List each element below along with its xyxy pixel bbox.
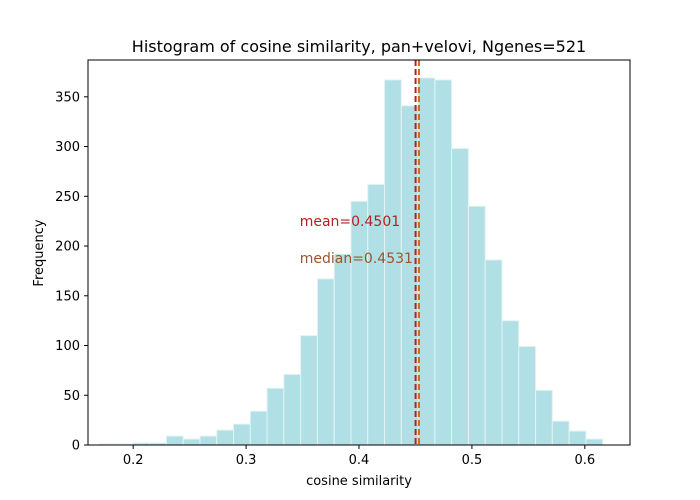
histogram-bar: [551, 420, 570, 446]
y-tick-label: 0: [72, 439, 80, 454]
x-tick-label: 0.2: [123, 453, 144, 468]
chart-title: Histogram of cosine similarity, pan+velo…: [132, 37, 586, 56]
histogram-bar: [182, 438, 201, 446]
median-annotation: median=0.4531: [300, 251, 413, 267]
x-tick-label: 0.3: [236, 453, 257, 468]
x-tick-label: 0.5: [462, 453, 483, 468]
histogram-bar: [300, 335, 318, 446]
histogram-bar: [467, 205, 486, 446]
histogram-bar: [568, 430, 587, 446]
histogram-bar: [216, 429, 235, 446]
histogram-bar: [484, 259, 503, 446]
histogram-bar: [535, 389, 553, 446]
histogram-bar: [266, 387, 285, 446]
x-axis-label: cosine similarity: [306, 474, 412, 489]
x-tick-label: 0.6: [574, 453, 595, 468]
y-tick-label: 250: [55, 190, 80, 205]
y-tick-label: 350: [55, 90, 80, 105]
x-tick-label: 0.4: [349, 453, 370, 468]
histogram-bar: [451, 148, 469, 446]
y-tick-label: 200: [55, 240, 80, 255]
histogram-bars: [98, 77, 604, 446]
histogram-bar: [233, 423, 251, 446]
histogram-bar: [316, 278, 335, 446]
y-axis-label: Frequency: [32, 219, 47, 286]
x-axis-ticks: 0.2 0.3 0.4 0.5 0.6: [123, 445, 595, 468]
mean-annotation: mean=0.4501: [300, 214, 400, 230]
histogram-bar: [417, 77, 436, 446]
histogram-bar: [199, 435, 218, 446]
histogram-bar: [434, 79, 453, 446]
histogram-bar: [249, 410, 268, 446]
histogram-bar: [518, 346, 537, 446]
histogram-bar: [585, 438, 604, 446]
y-axis-ticks: 0 50 100 150 200 250 300 350: [55, 90, 88, 454]
y-tick-label: 150: [55, 289, 80, 304]
histogram-bar: [350, 200, 369, 446]
histogram-bar: [165, 435, 184, 446]
y-tick-label: 50: [63, 389, 80, 404]
histogram-bar: [501, 320, 520, 446]
stat-annotations: mean=0.4501 median=0.4531: [300, 214, 413, 267]
histogram-bar: [283, 373, 302, 446]
y-tick-label: 100: [55, 339, 80, 354]
y-tick-label: 300: [55, 140, 80, 155]
stat-lines: [414, 60, 420, 445]
histogram-bar: [333, 253, 352, 446]
